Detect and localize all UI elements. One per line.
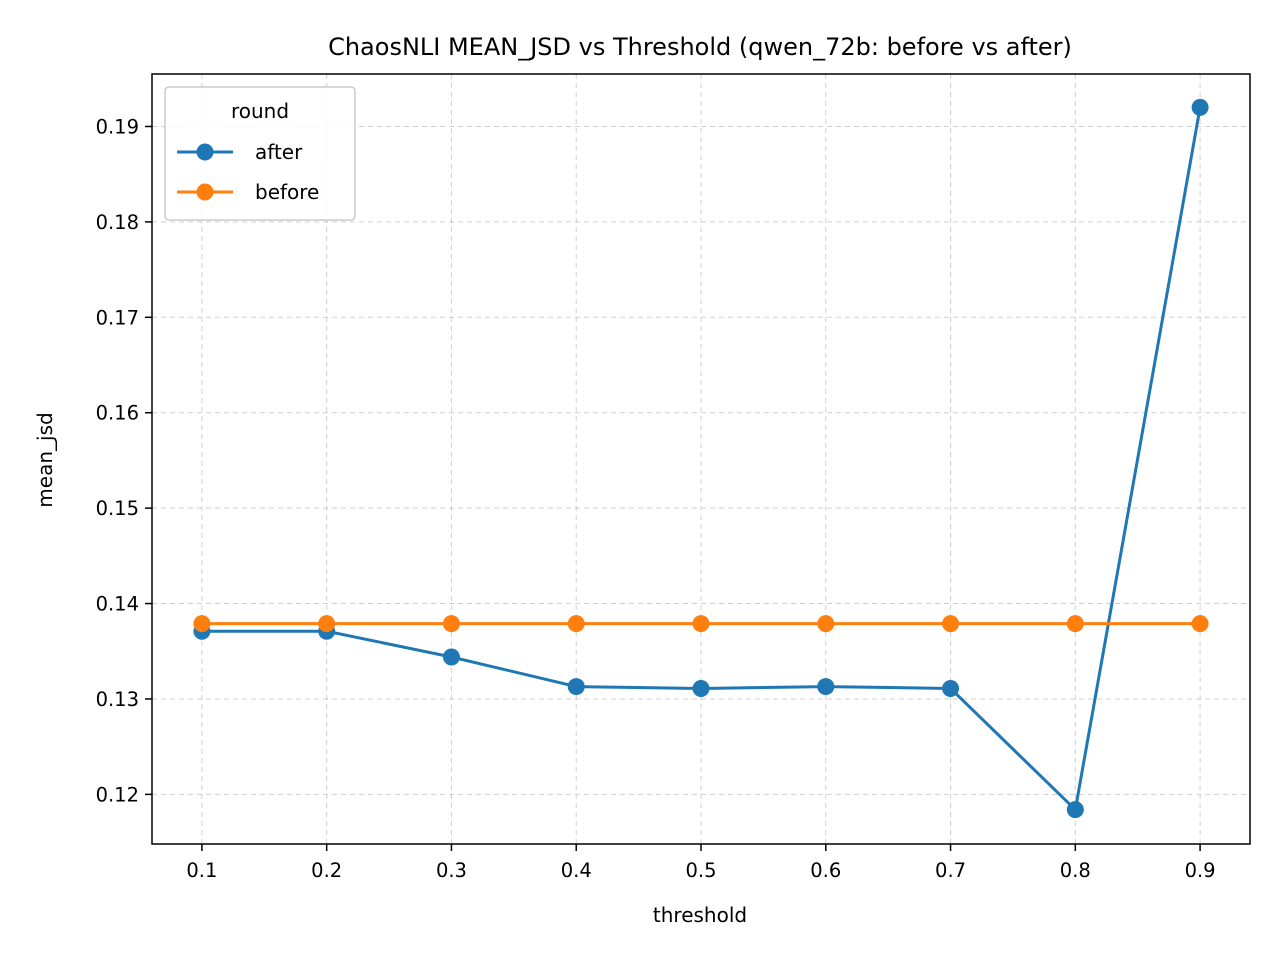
data-point-after: [817, 678, 835, 696]
x-tick-label: 0.8: [1060, 859, 1091, 882]
legend-marker-after: [196, 143, 214, 161]
y-tick-label: 0.12: [96, 783, 139, 806]
y-tick-label: 0.13: [96, 688, 139, 711]
data-point-after: [692, 679, 710, 697]
data-point-after: [1191, 98, 1209, 116]
data-point-before: [692, 615, 710, 633]
legend-title: round: [231, 99, 289, 123]
legend-label-after: after: [255, 140, 303, 164]
data-point-before: [1191, 615, 1209, 633]
y-axis-label: mean_jsd: [33, 412, 57, 507]
x-tick-label: 0.7: [935, 859, 966, 882]
data-point-before: [318, 615, 336, 633]
data-point-before: [193, 615, 211, 633]
plot-series: [193, 98, 1209, 819]
legend-box: [164, 86, 356, 221]
data-point-after: [442, 648, 460, 666]
x-axis-ticks: 0.1 0.2 0.3 0.4 0.5 0.6 0.7 0.8 0.9: [186, 844, 1216, 882]
y-tick-label: 0.19: [96, 115, 139, 138]
y-axis-ticks: 0.12 0.13 0.14 0.15 0.16 0.17 0.18 0.19: [96, 115, 152, 806]
data-point-before: [942, 615, 960, 633]
data-point-after: [567, 678, 585, 696]
x-axis-label: threshold: [653, 903, 747, 927]
y-tick-label: 0.17: [96, 306, 139, 329]
data-point-after: [1066, 801, 1084, 819]
x-tick-label: 0.6: [810, 859, 841, 882]
x-tick-label: 0.4: [561, 859, 592, 882]
legend-marker-before: [196, 183, 214, 201]
legend-label-before: before: [255, 180, 319, 204]
data-point-before: [817, 615, 835, 633]
y-tick-label: 0.18: [96, 211, 139, 234]
data-point-before: [442, 615, 460, 633]
data-point-after: [942, 679, 960, 697]
x-tick-label: 0.3: [436, 859, 467, 882]
x-tick-label: 0.1: [186, 859, 217, 882]
y-tick-label: 0.14: [96, 593, 139, 616]
x-tick-label: 0.9: [1185, 859, 1216, 882]
data-point-before: [567, 615, 585, 633]
y-tick-label: 0.15: [96, 497, 139, 520]
y-tick-label: 0.16: [96, 402, 139, 425]
legend: round after before: [164, 86, 356, 221]
data-point-before: [1066, 615, 1084, 633]
x-tick-label: 0.5: [685, 859, 716, 882]
chart-title: ChaosNLI MEAN_JSD vs Threshold (qwen_72b…: [328, 33, 1072, 61]
x-tick-label: 0.2: [311, 859, 342, 882]
